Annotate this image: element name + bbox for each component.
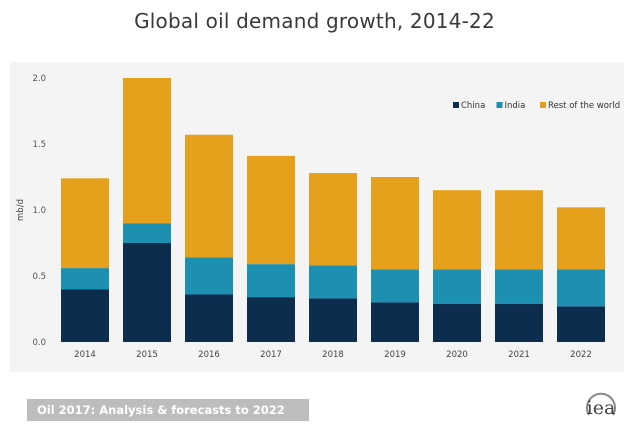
bar-segment-rest-of-the-world bbox=[557, 207, 605, 270]
bar-segment-rest-of-the-world bbox=[185, 134, 233, 258]
bar-segment-china bbox=[433, 303, 481, 342]
x-tick-label: 2019 bbox=[384, 350, 406, 360]
bar-segment-rest-of-the-world bbox=[61, 178, 109, 269]
bar-segment-india bbox=[247, 264, 295, 298]
stacked-bar-chart: 0.0 0.5 1.0 1.5 2.0 mb/d 2014 2015 2016 2017 2018 2… bbox=[16, 74, 620, 360]
y-tick-label: 0.5 bbox=[32, 272, 46, 282]
legend-label: Rest of the world bbox=[548, 101, 620, 111]
report-footer-banner: Oil 2017: Analysis & forecasts to 2022 bbox=[27, 399, 309, 421]
legend-swatch bbox=[496, 102, 503, 108]
legend-swatch bbox=[453, 102, 459, 108]
bar-segment-rest-of-the-world bbox=[433, 190, 481, 270]
bar-segment-india bbox=[123, 223, 171, 243]
bar-segment-india bbox=[495, 269, 543, 304]
chart-panel: 0.0 0.5 1.0 1.5 2.0 mb/d 2014 2015 2016 2017 2018 2… bbox=[10, 62, 624, 372]
bar-segment-china bbox=[61, 289, 109, 342]
bar-segment-china bbox=[185, 294, 233, 342]
bar-segment-rest-of-the-world bbox=[495, 190, 543, 270]
chart-title: Global oil demand growth, 2014-22 bbox=[134, 9, 495, 33]
x-tick-label: 2016 bbox=[198, 350, 220, 360]
bar-segment-india bbox=[557, 269, 605, 307]
x-tick-label: 2020 bbox=[446, 350, 468, 360]
bar-segment-india bbox=[433, 269, 481, 304]
logo-text: iea bbox=[586, 397, 616, 419]
x-tick-label: 2021 bbox=[508, 350, 530, 360]
y-tick-label: 0.0 bbox=[32, 338, 46, 348]
bar-segment-china bbox=[557, 306, 605, 342]
y-tick-label: 1.0 bbox=[32, 206, 46, 216]
bar-segment-india bbox=[61, 268, 109, 290]
x-tick-label: 2017 bbox=[260, 350, 282, 360]
bar-segment-rest-of-the-world bbox=[309, 173, 357, 266]
bar-segment-rest-of-the-world bbox=[371, 177, 419, 270]
bar-segment-china bbox=[371, 302, 419, 342]
x-tick-label: 2022 bbox=[570, 350, 592, 360]
x-tick-label: 2018 bbox=[322, 350, 344, 360]
bar-segment-rest-of-the-world bbox=[247, 155, 295, 265]
logo-ring-icon bbox=[586, 392, 616, 416]
legend-label: China bbox=[461, 101, 485, 111]
x-tick-label: 2014 bbox=[74, 350, 96, 360]
bar-segment-china bbox=[309, 298, 357, 342]
legend-label: India bbox=[505, 101, 526, 111]
bar-segment-china bbox=[123, 243, 171, 342]
y-tick-label: 1.5 bbox=[32, 140, 46, 150]
bar-segment-india bbox=[371, 269, 419, 303]
y-axis-label: mb/d bbox=[16, 199, 26, 221]
bar-segment-rest-of-the-world bbox=[123, 78, 171, 224]
bar-segment-china bbox=[247, 297, 295, 342]
y-tick-label: 2.0 bbox=[32, 74, 46, 84]
bar-segment-india bbox=[185, 257, 233, 295]
x-tick-label: 2015 bbox=[136, 350, 158, 360]
bar-segment-india bbox=[309, 265, 357, 299]
legend-swatch bbox=[540, 102, 546, 108]
bar-segment-china bbox=[495, 303, 543, 342]
iea-logo: iea bbox=[583, 391, 619, 423]
